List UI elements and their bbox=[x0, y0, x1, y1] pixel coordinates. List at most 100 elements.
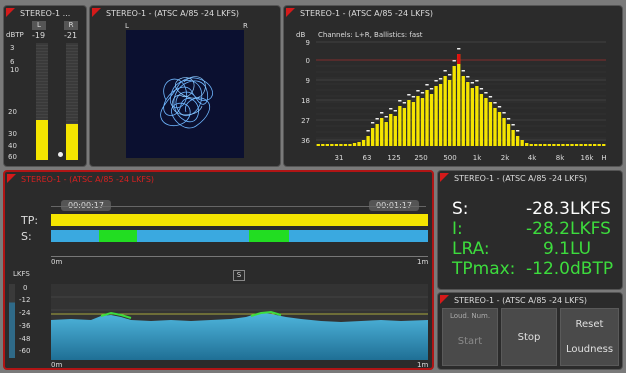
loudness-value: -12.0 bbox=[526, 259, 570, 279]
lkfs-tick: -24 bbox=[19, 309, 31, 317]
vector-right-label: R bbox=[243, 22, 248, 30]
loudness-label: TPmax: bbox=[452, 259, 516, 279]
lkfs-tick: -12 bbox=[19, 296, 31, 304]
loudness-label: I: bbox=[452, 219, 463, 239]
spectrum-peak-marker bbox=[466, 76, 470, 78]
spectrum-peak-marker bbox=[452, 60, 456, 62]
lkfs-scale-bar bbox=[9, 284, 15, 358]
spectrum-peak-marker bbox=[429, 88, 434, 90]
spectrum-peak-marker bbox=[434, 80, 438, 82]
lkfs-tick: 0 bbox=[23, 284, 28, 292]
spectrum-bar bbox=[529, 144, 533, 146]
spectrum-peak-marker bbox=[438, 78, 443, 80]
panel-menu-icon[interactable] bbox=[6, 8, 15, 17]
spectrum-peak-marker bbox=[398, 100, 402, 102]
spectrum-bar bbox=[411, 102, 416, 146]
panel-menu-icon[interactable] bbox=[440, 295, 449, 304]
spectrum-x-tick: 4k bbox=[528, 154, 537, 162]
stop-button[interactable]: Stop bbox=[501, 308, 557, 366]
spectrum-bar bbox=[547, 144, 552, 146]
panel-menu-icon[interactable] bbox=[286, 8, 295, 17]
spectrum-x-tick: 2k bbox=[501, 154, 510, 162]
spectrum-peak-marker bbox=[502, 112, 506, 114]
reset-sub-label: Loudness bbox=[565, 344, 614, 355]
spectrum-peak-marker bbox=[402, 102, 407, 104]
spectrum-info: Channels: L+R, Ballistics: fast bbox=[318, 31, 423, 39]
panel-menu-icon[interactable] bbox=[92, 8, 101, 17]
loudness-value: 9.1 bbox=[542, 239, 570, 259]
start-button[interactable]: Loud. Num. Start bbox=[442, 308, 498, 366]
lkfs-tick: -60 bbox=[19, 347, 31, 355]
spectrum-bar bbox=[425, 90, 429, 146]
spectrum-bar bbox=[375, 124, 379, 146]
spectrum-bar bbox=[593, 144, 597, 146]
spectrum-peak-marker bbox=[366, 130, 370, 132]
spectrum-peak-marker bbox=[506, 118, 511, 120]
spectrum-bar bbox=[470, 88, 474, 146]
spectrum-bar bbox=[339, 144, 343, 146]
spectrum-bar bbox=[434, 86, 438, 146]
spectrum-bar bbox=[488, 102, 493, 146]
spectrum-bar bbox=[525, 143, 529, 146]
time-start: 00:00:17 bbox=[61, 200, 111, 211]
spectrum-bar bbox=[348, 144, 352, 146]
spectrum-panel[interactable]: STEREO-1 - (ATSC A/85 -24 LKFS) dB Chann… bbox=[283, 5, 623, 167]
spectrum-bar bbox=[588, 144, 592, 146]
vectorscope-display bbox=[126, 30, 244, 158]
loudness-row: S: -28.3 LKFS bbox=[452, 199, 622, 219]
spectrum-bar bbox=[330, 144, 334, 146]
panel-menu-icon[interactable] bbox=[440, 173, 449, 182]
loudness-unit: dBTP bbox=[570, 259, 614, 279]
spectrum-x-tick: 16k bbox=[581, 154, 595, 162]
spectrum-peak-marker bbox=[457, 48, 461, 50]
controls-panel[interactable]: STEREO-1 - (ATSC A/85 -24 LKFS) Loud. Nu… bbox=[437, 292, 623, 370]
spectrum-bar bbox=[452, 66, 456, 146]
spectrum-bar bbox=[366, 136, 370, 146]
spectrum-peak-marker bbox=[475, 80, 479, 82]
left-meter-bar bbox=[36, 43, 48, 160]
spectrum-peak-marker bbox=[411, 96, 416, 98]
loudness-unit: LKFS bbox=[570, 199, 611, 219]
spectrum-bar bbox=[479, 94, 484, 146]
timeline-panel[interactable]: STEREO-1 - (ATSC A/85 -24 LKFS) 00:00:17… bbox=[3, 170, 434, 370]
spectrum-peak-marker bbox=[420, 92, 425, 94]
spectrum-bar bbox=[402, 108, 407, 146]
s-marker[interactable]: S bbox=[233, 270, 245, 281]
tp-label: TP: bbox=[21, 214, 39, 227]
spectrum-y-tick: 27 bbox=[301, 117, 310, 125]
loudness-panel[interactable]: STEREO-1 - (ATSC A/85 -24 LKFS) S: -28.3 L… bbox=[437, 170, 623, 290]
scale-tick: 3 bbox=[10, 44, 15, 52]
panel-menu-icon[interactable] bbox=[7, 174, 16, 183]
s-bar bbox=[51, 230, 428, 242]
spectrum-x-tick: 250 bbox=[414, 154, 427, 162]
reset-loudness-button[interactable]: Reset Loudness bbox=[560, 308, 619, 366]
lkfs-scale: 0 -12 -24 -36 -48 -60 bbox=[9, 284, 49, 358]
scale-tick: 40 bbox=[8, 142, 17, 150]
spectrum-bar bbox=[321, 144, 325, 146]
spectrum-x-tick: 500 bbox=[443, 154, 456, 162]
spectrum-bar bbox=[316, 144, 320, 146]
spectrum-bar bbox=[429, 94, 434, 146]
vectorscope-panel[interactable]: STEREO-1 - (ATSC A/85 -24 LKFS) L R bbox=[89, 5, 281, 167]
spectrum-bar bbox=[398, 106, 402, 146]
loudness-label: S: bbox=[452, 199, 469, 219]
loudness-value: -28.3 bbox=[526, 199, 570, 219]
loudness-row: LRA: 9.1 LU bbox=[452, 239, 622, 259]
spectrum-y-tick: 18 bbox=[301, 97, 310, 105]
loudness-title: STEREO-1 - (ATSC A/85 -24 LKFS) bbox=[454, 174, 588, 183]
spectrum-peak-marker bbox=[384, 116, 388, 118]
dbtp-label: dBTP bbox=[6, 31, 24, 39]
spectrum-bar bbox=[343, 144, 348, 146]
channel-left-label: L bbox=[32, 21, 46, 30]
spectrum-peak-marker bbox=[497, 106, 502, 108]
spectrum-peak-marker bbox=[389, 108, 393, 110]
channel-right-label: R bbox=[64, 21, 78, 30]
spectrum-peak-marker bbox=[425, 84, 429, 86]
spectrum-bar bbox=[565, 144, 570, 146]
loudness-row: TPmax: -12.0 dBTP bbox=[452, 259, 622, 279]
vector-left-label: L bbox=[125, 22, 129, 30]
spectrum-bar bbox=[556, 144, 561, 146]
meter-panel[interactable]: STEREO-1 ... L R dBTP -19 -21 3 6 10 20 … bbox=[3, 5, 87, 167]
spectrum-bar bbox=[579, 144, 583, 146]
spectrum-bar bbox=[475, 86, 479, 146]
